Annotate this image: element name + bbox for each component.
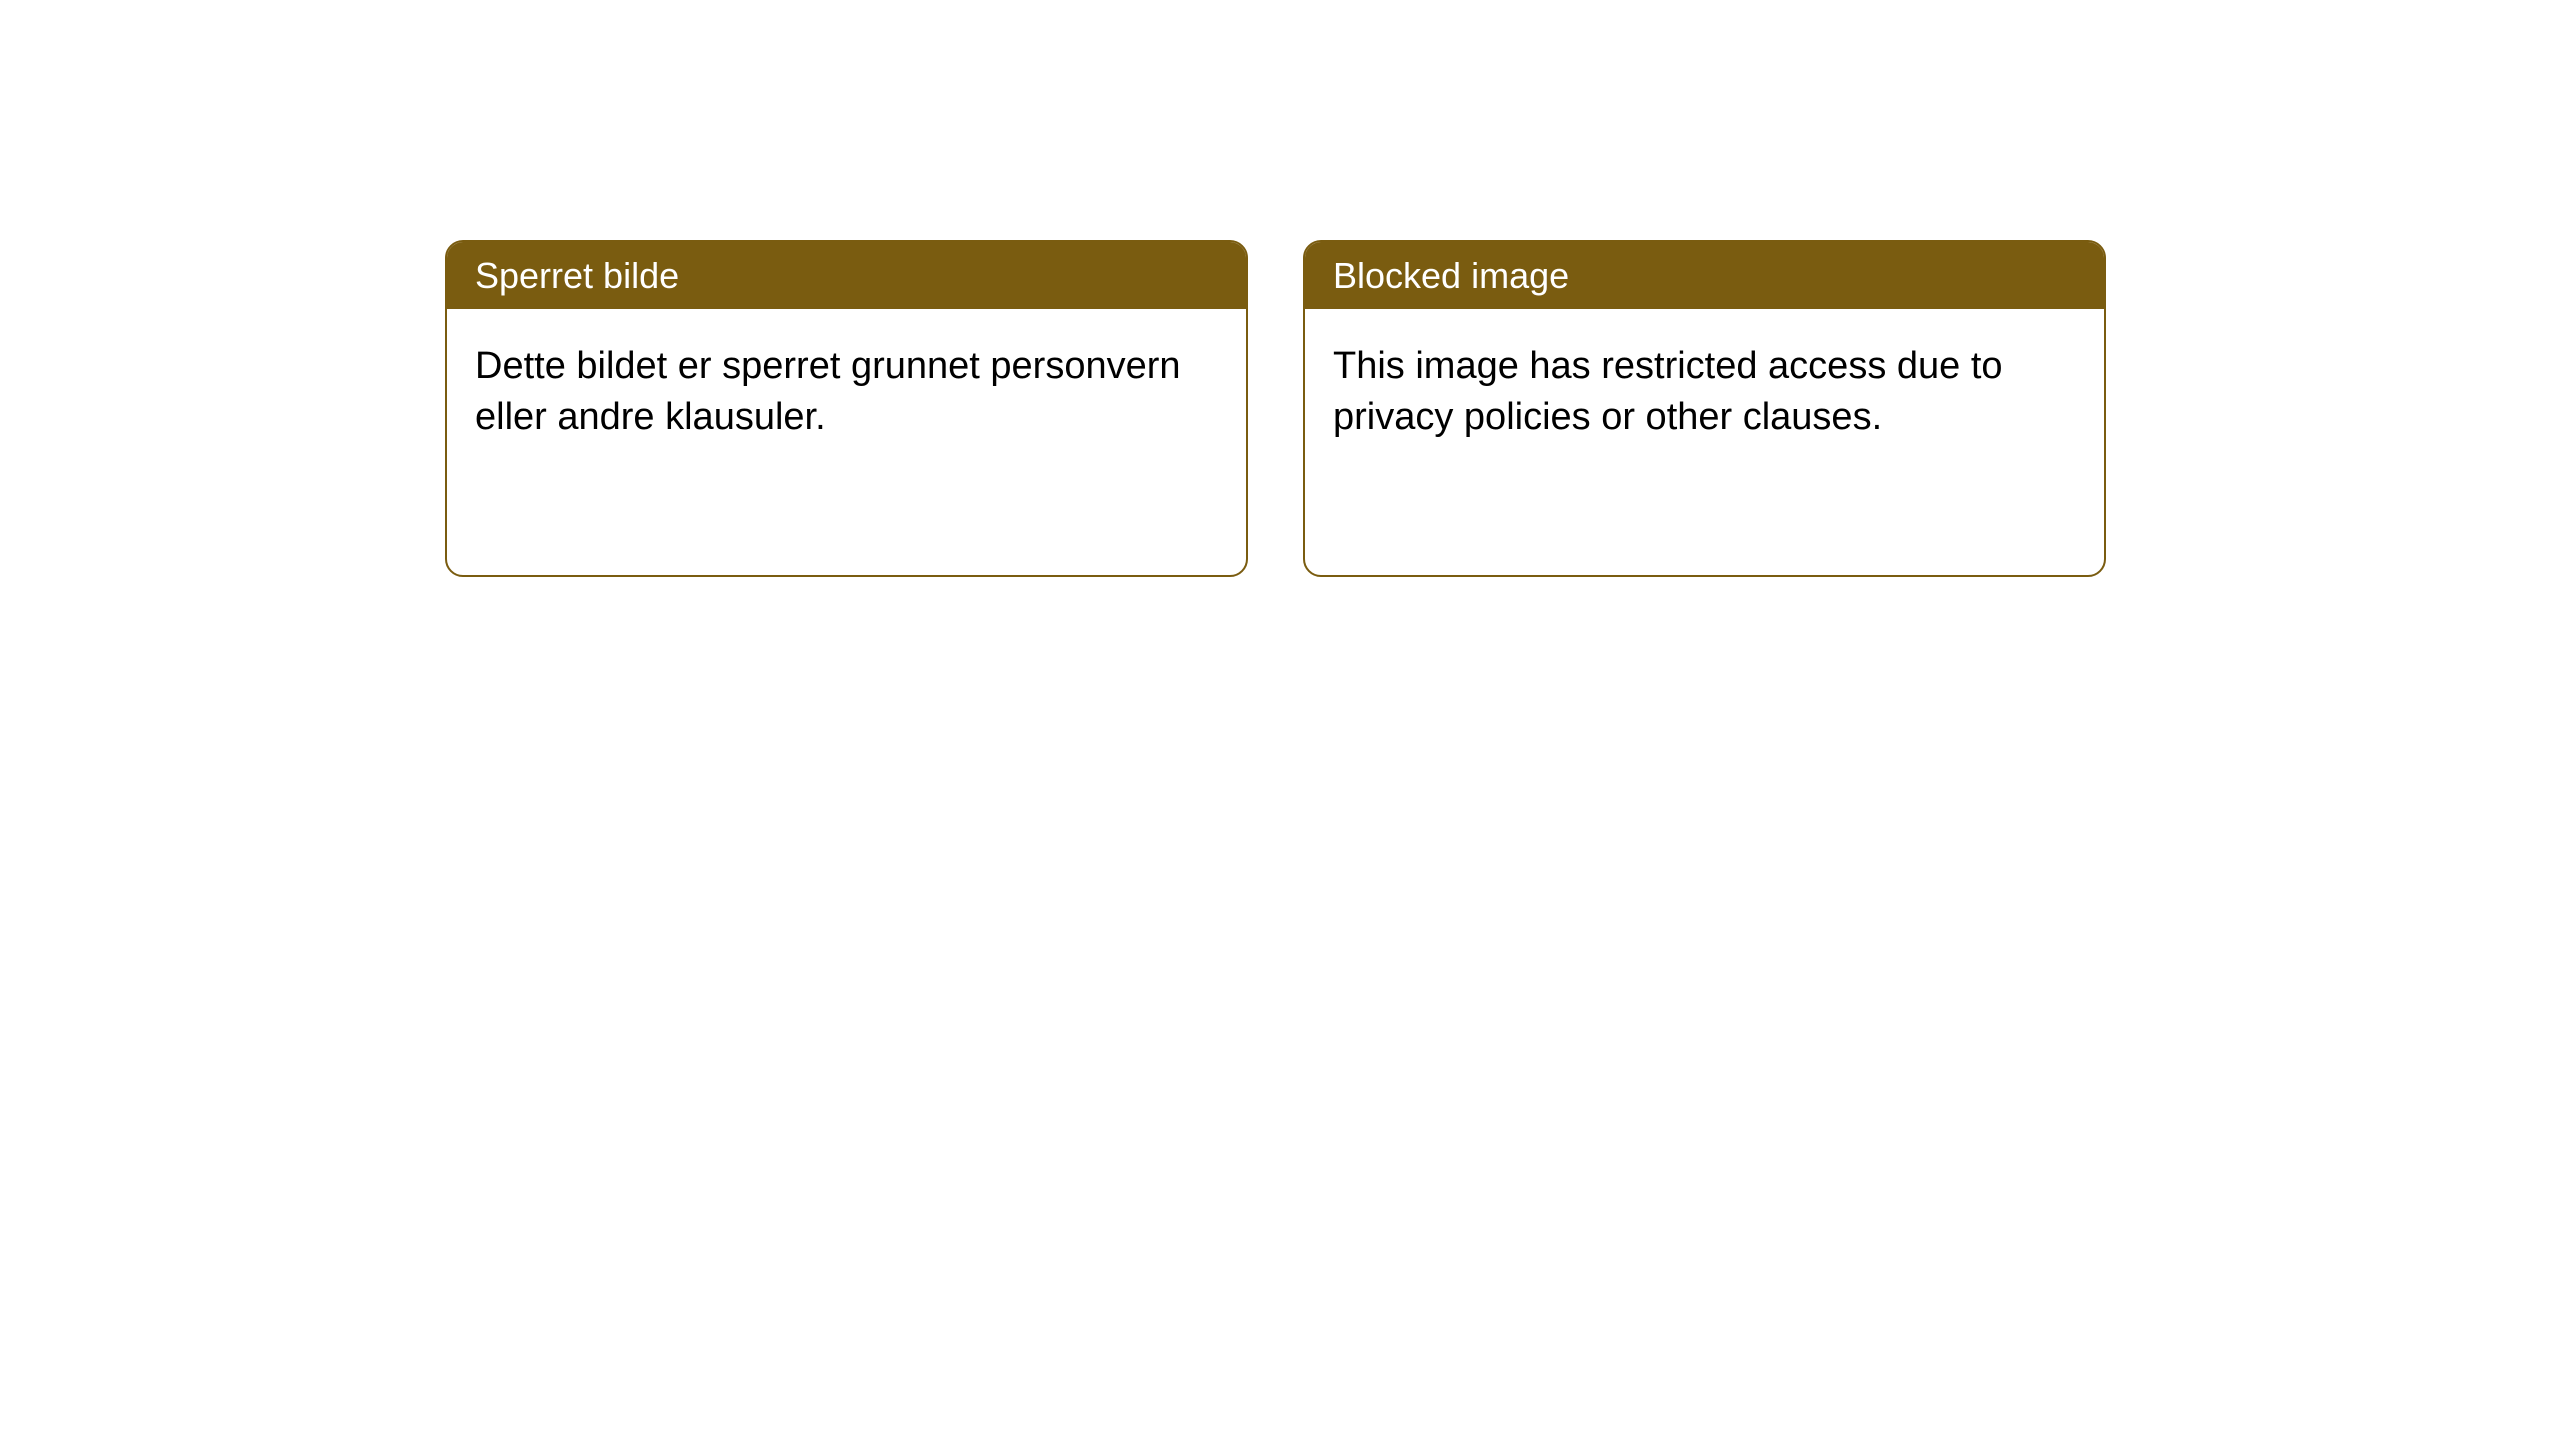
notice-card-header: Blocked image: [1305, 242, 2104, 309]
notice-card-header: Sperret bilde: [447, 242, 1246, 309]
notice-card-body: This image has restricted access due to …: [1305, 309, 2104, 476]
notice-card-message: This image has restricted access due to …: [1333, 345, 2003, 438]
notice-card-english: Blocked image This image has restricted …: [1303, 240, 2106, 577]
notice-card-norwegian: Sperret bilde Dette bildet er sperret gr…: [445, 240, 1248, 577]
notice-cards-container: Sperret bilde Dette bildet er sperret gr…: [445, 240, 2106, 577]
notice-card-title: Sperret bilde: [475, 255, 679, 296]
notice-card-title: Blocked image: [1333, 255, 1569, 296]
notice-card-body: Dette bildet er sperret grunnet personve…: [447, 309, 1246, 476]
notice-card-message: Dette bildet er sperret grunnet personve…: [475, 345, 1181, 438]
